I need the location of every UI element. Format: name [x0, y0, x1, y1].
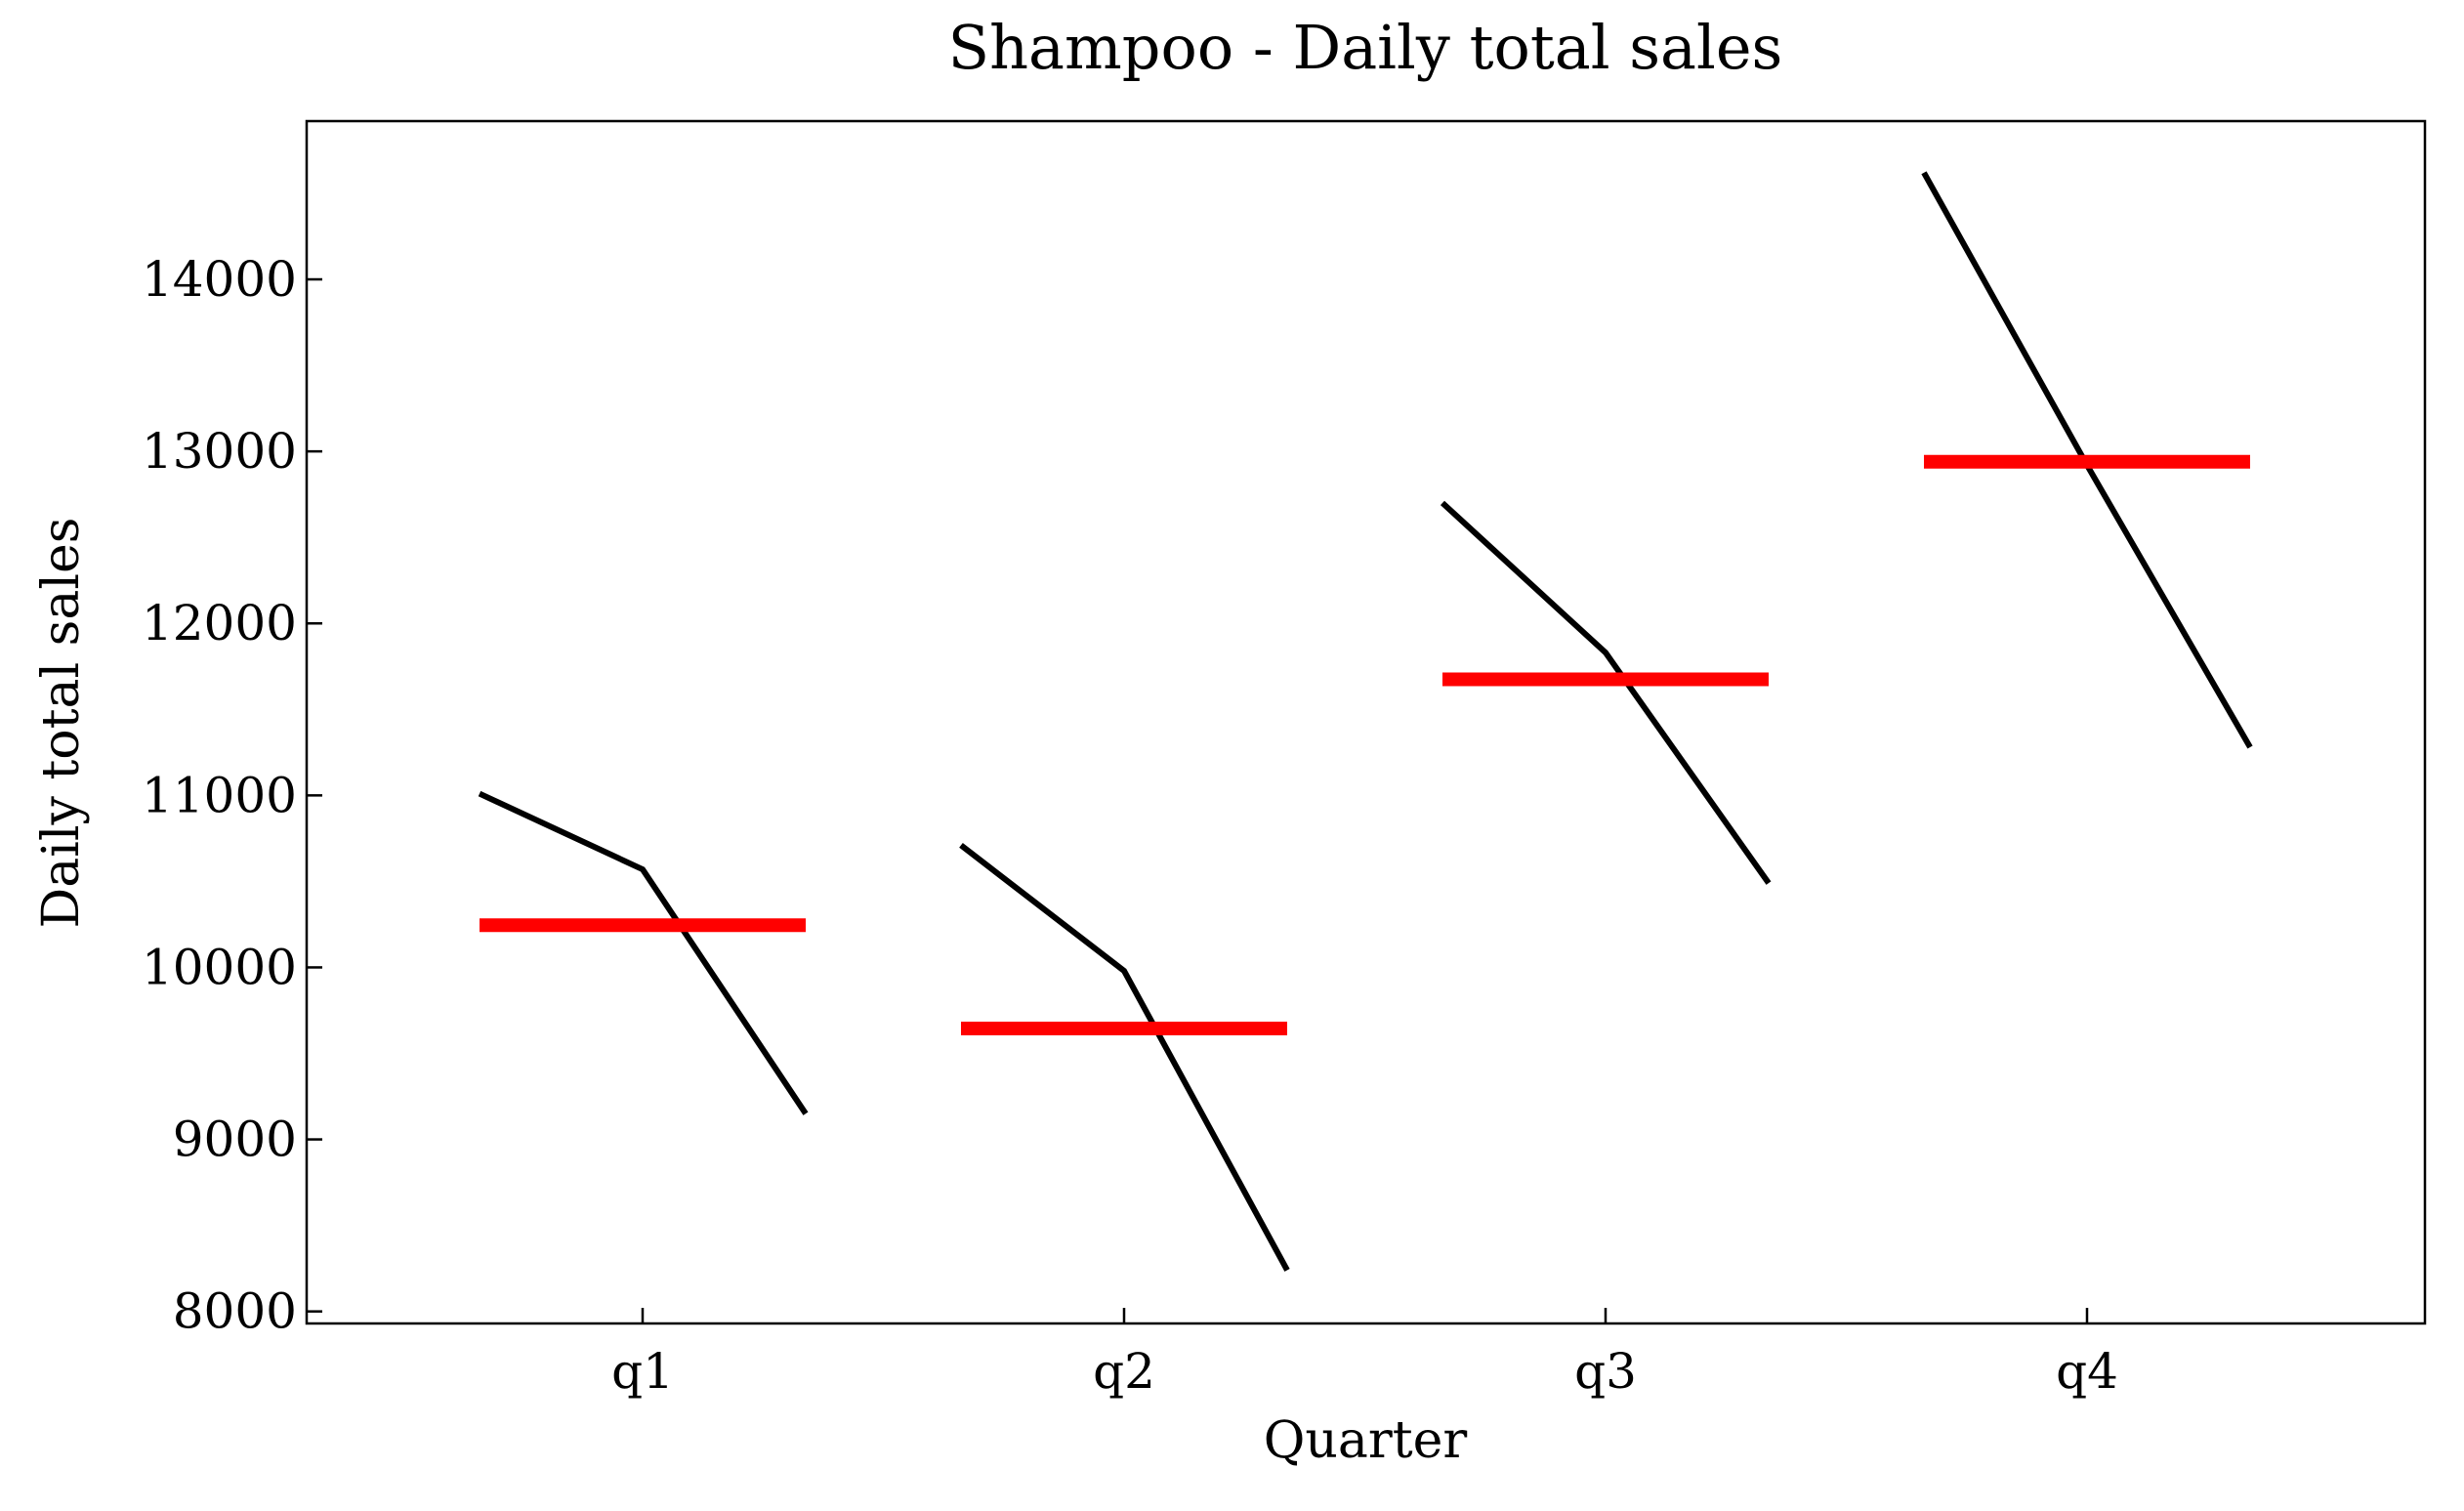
x-tick-label: q2 [1093, 1343, 1155, 1400]
quarter-line [1440, 500, 1772, 885]
y-axis-label: Daily total sales [32, 518, 91, 929]
y-tick-label: 8000 [173, 1283, 297, 1340]
chart-title: Shampoo - Daily total sales [948, 12, 1783, 83]
quarter-line [478, 790, 809, 1115]
y-tick-label: 14000 [142, 251, 297, 308]
plot-frame [305, 119, 2427, 1325]
x-tick-label: q4 [2056, 1343, 2118, 1400]
x-tick-label: q1 [611, 1343, 674, 1400]
y-tick-label: 13000 [142, 423, 297, 480]
y-tick-label: 12000 [142, 595, 297, 651]
y-tick-label: 11000 [142, 767, 297, 823]
x-axis-label: Quarter [1264, 1411, 1468, 1470]
quarter-line [959, 843, 1290, 1272]
x-tick-label: q3 [1574, 1343, 1637, 1400]
y-tick-label: 10000 [142, 939, 297, 995]
y-tick-label: 9000 [173, 1112, 297, 1168]
